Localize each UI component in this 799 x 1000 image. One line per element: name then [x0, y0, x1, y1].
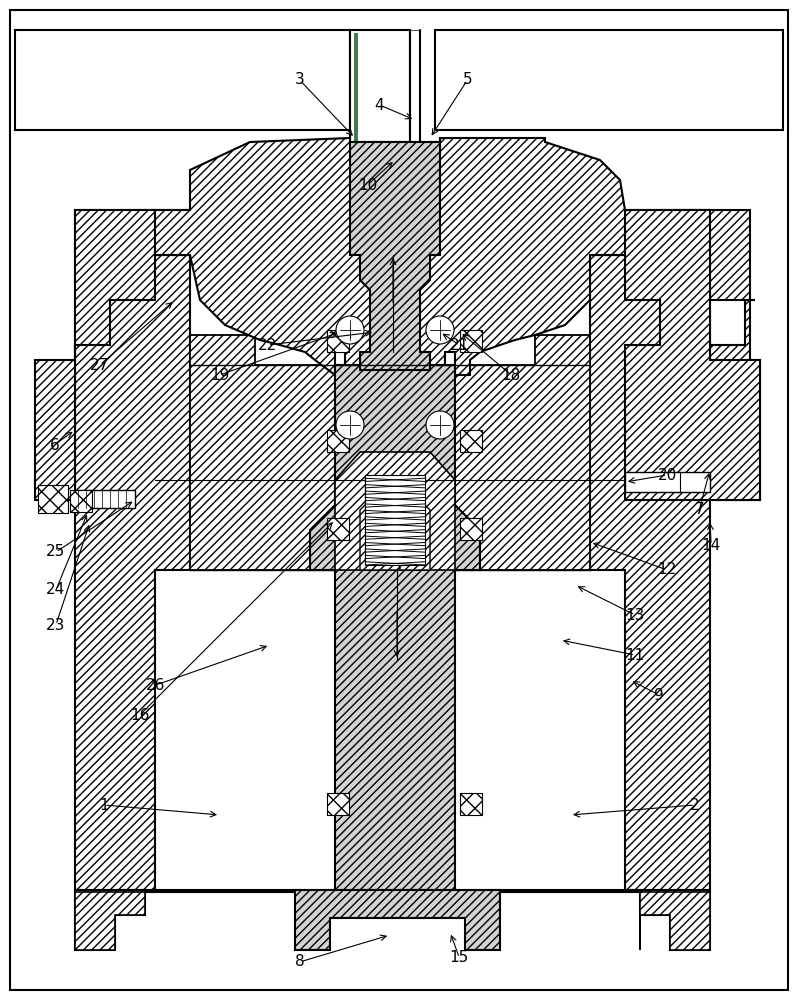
- Text: 16: 16: [130, 708, 149, 722]
- Polygon shape: [75, 892, 145, 950]
- Text: 26: 26: [146, 678, 165, 692]
- Circle shape: [336, 316, 364, 344]
- Bar: [410, 30, 420, 145]
- Text: 22: 22: [258, 338, 277, 353]
- Bar: [354, 33, 358, 143]
- Bar: [327, 330, 349, 352]
- Text: 12: 12: [658, 562, 677, 578]
- Bar: [70, 490, 92, 512]
- Text: 18: 18: [502, 367, 521, 382]
- Polygon shape: [590, 210, 760, 500]
- Circle shape: [426, 316, 454, 344]
- Polygon shape: [360, 480, 400, 570]
- Polygon shape: [190, 335, 335, 570]
- Polygon shape: [75, 210, 190, 890]
- Bar: [460, 793, 482, 815]
- Bar: [327, 793, 349, 815]
- Text: 1: 1: [99, 798, 109, 812]
- Polygon shape: [75, 890, 710, 950]
- Bar: [435, 30, 783, 130]
- Bar: [15, 30, 350, 130]
- Text: 27: 27: [90, 358, 109, 372]
- Bar: [460, 518, 482, 540]
- Bar: [350, 30, 410, 145]
- Polygon shape: [590, 210, 710, 890]
- Text: 6: 6: [50, 438, 59, 452]
- Text: 9: 9: [654, 688, 664, 702]
- Text: 8: 8: [295, 954, 304, 970]
- Polygon shape: [675, 210, 760, 500]
- Bar: [38, 485, 68, 513]
- Bar: [460, 330, 482, 352]
- Text: 14: 14: [702, 538, 721, 552]
- Polygon shape: [455, 335, 590, 570]
- Polygon shape: [35, 210, 190, 500]
- Text: 7: 7: [694, 502, 704, 518]
- Text: 23: 23: [46, 617, 66, 633]
- Polygon shape: [640, 892, 710, 950]
- Text: 11: 11: [626, 648, 645, 662]
- Text: 4: 4: [375, 98, 384, 112]
- Text: 24: 24: [46, 582, 66, 597]
- Bar: [365, 475, 425, 565]
- Polygon shape: [310, 365, 480, 890]
- Polygon shape: [350, 142, 440, 370]
- Text: 10: 10: [358, 178, 377, 192]
- Circle shape: [336, 411, 364, 439]
- Polygon shape: [295, 890, 500, 950]
- Text: 15: 15: [450, 950, 469, 966]
- Circle shape: [426, 411, 454, 439]
- Polygon shape: [155, 138, 625, 375]
- Text: 13: 13: [626, 607, 645, 622]
- Bar: [75, 490, 135, 508]
- Bar: [327, 518, 349, 540]
- Text: 19: 19: [210, 367, 229, 382]
- Text: 21: 21: [450, 338, 469, 353]
- Text: 2: 2: [690, 798, 700, 812]
- Polygon shape: [400, 480, 430, 570]
- Bar: [327, 430, 349, 452]
- Polygon shape: [335, 452, 455, 570]
- Text: 3: 3: [295, 73, 304, 88]
- Text: 25: 25: [46, 544, 66, 560]
- Bar: [460, 430, 482, 452]
- Bar: [625, 472, 710, 492]
- Text: 5: 5: [463, 73, 472, 88]
- Text: 20: 20: [658, 468, 677, 483]
